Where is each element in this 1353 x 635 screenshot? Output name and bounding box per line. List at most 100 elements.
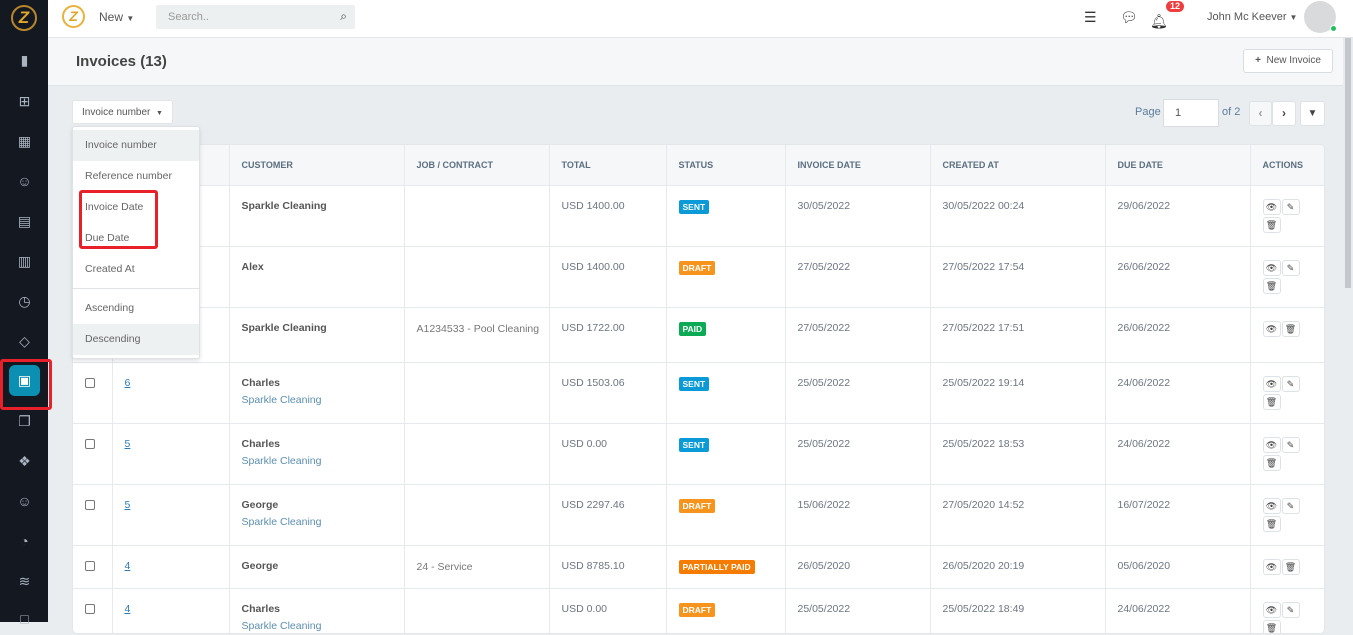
view-button[interactable]: 👁︎ (1262, 497, 1281, 514)
delete-button[interactable]: 🗑︎ (1262, 454, 1281, 471)
delete-button[interactable]: 🗑︎ (1262, 393, 1281, 410)
invoice-calculator-icon[interactable]: ▣ (9, 365, 40, 396)
sort-dropdown[interactable]: Invoice number ▼ (72, 100, 173, 124)
sort-order-option[interactable]: Ascending (85, 302, 135, 314)
online-indicator (1330, 25, 1337, 32)
map-icon[interactable]: ▥ (17, 253, 32, 269)
plus-icon: + (1255, 55, 1261, 66)
invoice-number-link[interactable]: 5 (124, 498, 131, 511)
created-at: 27/05/2022 17:51 (930, 307, 1106, 363)
sort-option[interactable]: Due Date (85, 232, 130, 244)
view-button[interactable]: 👁︎ (1262, 198, 1281, 215)
table-row[interactable]: Sparkle Cleaning A1234533 - Pool Cleanin… (73, 307, 1324, 363)
chart-bar-icon[interactable]: ▮ (20, 52, 29, 68)
table-row[interactable]: Alex USD 1400.00 DRAFT 27/05/2022 27/05/… (73, 246, 1324, 308)
page-input[interactable]: 1 (1163, 99, 1219, 127)
column-header: ACTIONS (1250, 145, 1324, 186)
filter-icon: ▼ (1307, 108, 1318, 119)
sort-option[interactable]: Created At (85, 263, 135, 275)
view-button[interactable]: 👁︎ (1262, 436, 1281, 453)
top-bar: Z New ▼ Search.. ⌕ ☰ 💬︎ 🔔︎ 12 John Mc Kee… (48, 0, 1353, 38)
invoice-number-link[interactable]: 5 (124, 437, 131, 450)
sort-order-option[interactable]: Descending (73, 324, 199, 355)
invoice-number-link[interactable]: 6 (124, 376, 131, 389)
row-checkbox[interactable] (85, 560, 95, 571)
table-row[interactable]: 4 George 24 - Service USD 8785.10 PARTIA… (73, 545, 1324, 589)
delete-button[interactable]: 🗑︎ (1262, 515, 1281, 532)
scrollbar-thumb[interactable] (1345, 38, 1351, 288)
edit-button[interactable]: ✎ (1281, 436, 1300, 453)
page-label: Page (1135, 106, 1161, 118)
building-icon[interactable]: ▤ (17, 213, 32, 229)
sort-option[interactable]: Invoice number (73, 130, 199, 161)
status-badge: SENT (678, 376, 710, 391)
layers-icon[interactable]: ≋ (18, 573, 31, 589)
new-menu[interactable]: New ▼ (99, 10, 134, 24)
filter-button[interactable]: ▼ (1300, 101, 1325, 126)
table-row[interactable]: 6 Charles Sparkle Cleaning USD 1503.06 SE… (73, 362, 1324, 424)
view-button[interactable]: 👁︎ (1262, 558, 1281, 575)
new-invoice-button[interactable]: + New Invoice (1243, 49, 1333, 73)
status-badge: DRAFT (678, 260, 716, 275)
boxes-icon[interactable]: ❖ (18, 453, 31, 469)
user-menu[interactable]: John Mc Keever ▼ (1207, 11, 1297, 23)
invoice-number-link[interactable]: 4 (124, 602, 131, 615)
table-row[interactable]: 4 Charles Sparkle Cleaning USD 0.00 DRAFT… (73, 588, 1324, 633)
search-icon[interactable]: ⌕ (340, 9, 347, 23)
page-title: Invoices (13) (76, 53, 167, 70)
page-header: Invoices (13) + New Invoice (48, 38, 1343, 86)
job-contract: 24 - Service (416, 560, 473, 573)
chat-icon[interactable]: 💬︎ (1120, 9, 1138, 25)
tag-icon[interactable]: ◇ (19, 333, 30, 349)
customer-name: Charles (241, 376, 281, 389)
list-icon[interactable]: ☰ (1084, 9, 1097, 25)
edit-button[interactable]: ✎ (1281, 497, 1300, 514)
next-page-button[interactable]: › (1272, 101, 1296, 126)
sort-option[interactable]: Reference number (85, 170, 172, 182)
prev-page-button[interactable]: ‹ (1249, 101, 1272, 126)
new-invoice-label: New Invoice (1266, 55, 1321, 66)
clock-icon[interactable]: ◷ (18, 293, 31, 309)
delete-button[interactable]: 🗑︎ (1281, 558, 1300, 575)
search-placeholder: Search.. (168, 11, 209, 23)
delete-button[interactable]: 🗑︎ (1262, 216, 1281, 233)
invoices-table-card: CUSTOMER JOB / CONTRACT TOTAL STATUS INVOICE… (72, 144, 1325, 634)
user-icon[interactable]: ☺ (17, 493, 32, 509)
customer-name: Sparkle Cleaning (241, 199, 327, 212)
briefcase-icon[interactable]: ⊞ (18, 93, 31, 109)
table-row[interactable]: 5 George Sparkle Cleaning USD 2297.46 DRA… (73, 484, 1324, 546)
table-row[interactable]: Sparkle Cleaning USD 1400.00 SENT 30/05/… (73, 185, 1324, 247)
column-header: DUE DATE (1105, 145, 1251, 186)
users-icon[interactable]: ☺ (17, 173, 32, 189)
customer-name: Charles (241, 437, 281, 450)
view-button[interactable]: 👁︎ (1262, 320, 1281, 337)
pie-chart-icon[interactable]: ◔ (20, 533, 29, 549)
due-date: 26/06/2022 (1105, 246, 1251, 308)
delete-button[interactable]: 🗑︎ (1281, 320, 1300, 337)
delete-button[interactable]: 🗑︎ (1262, 277, 1281, 294)
search-input[interactable]: Search.. ⌕ (156, 5, 355, 29)
bell-icon[interactable]: 🔔︎ (1150, 13, 1168, 29)
square-icon[interactable]: □ (20, 611, 29, 627)
calendar-icon[interactable]: ▦ (17, 133, 32, 149)
invoices-table: CUSTOMER JOB / CONTRACT TOTAL STATUS INVOICE… (73, 145, 1324, 633)
edit-button[interactable]: ✎ (1281, 259, 1300, 276)
table-row[interactable]: 5 Charles Sparkle Cleaning USD 0.00 SENT … (73, 423, 1324, 485)
view-button[interactable]: 👁︎ (1262, 259, 1281, 276)
customer-company: Sparkle Cleaning (241, 619, 322, 632)
row-checkbox[interactable] (85, 438, 95, 449)
view-button[interactable]: 👁︎ (1262, 601, 1281, 618)
edit-button[interactable]: ✎ (1281, 375, 1300, 392)
row-checkbox[interactable] (85, 499, 95, 510)
view-button[interactable]: 👁︎ (1262, 375, 1281, 392)
invoice-number-link[interactable]: 4 (124, 559, 131, 572)
row-checkbox[interactable] (85, 377, 95, 388)
scrollbar[interactable] (1343, 38, 1353, 622)
customer-name: George (241, 498, 279, 511)
sort-option[interactable]: Invoice Date (85, 201, 144, 213)
documents-icon[interactable]: ❐ (18, 413, 31, 429)
edit-button[interactable]: ✎ (1281, 198, 1300, 215)
edit-button[interactable]: ✎ (1281, 601, 1300, 618)
row-checkbox[interactable] (85, 603, 95, 614)
total: USD 0.00 (549, 588, 667, 633)
